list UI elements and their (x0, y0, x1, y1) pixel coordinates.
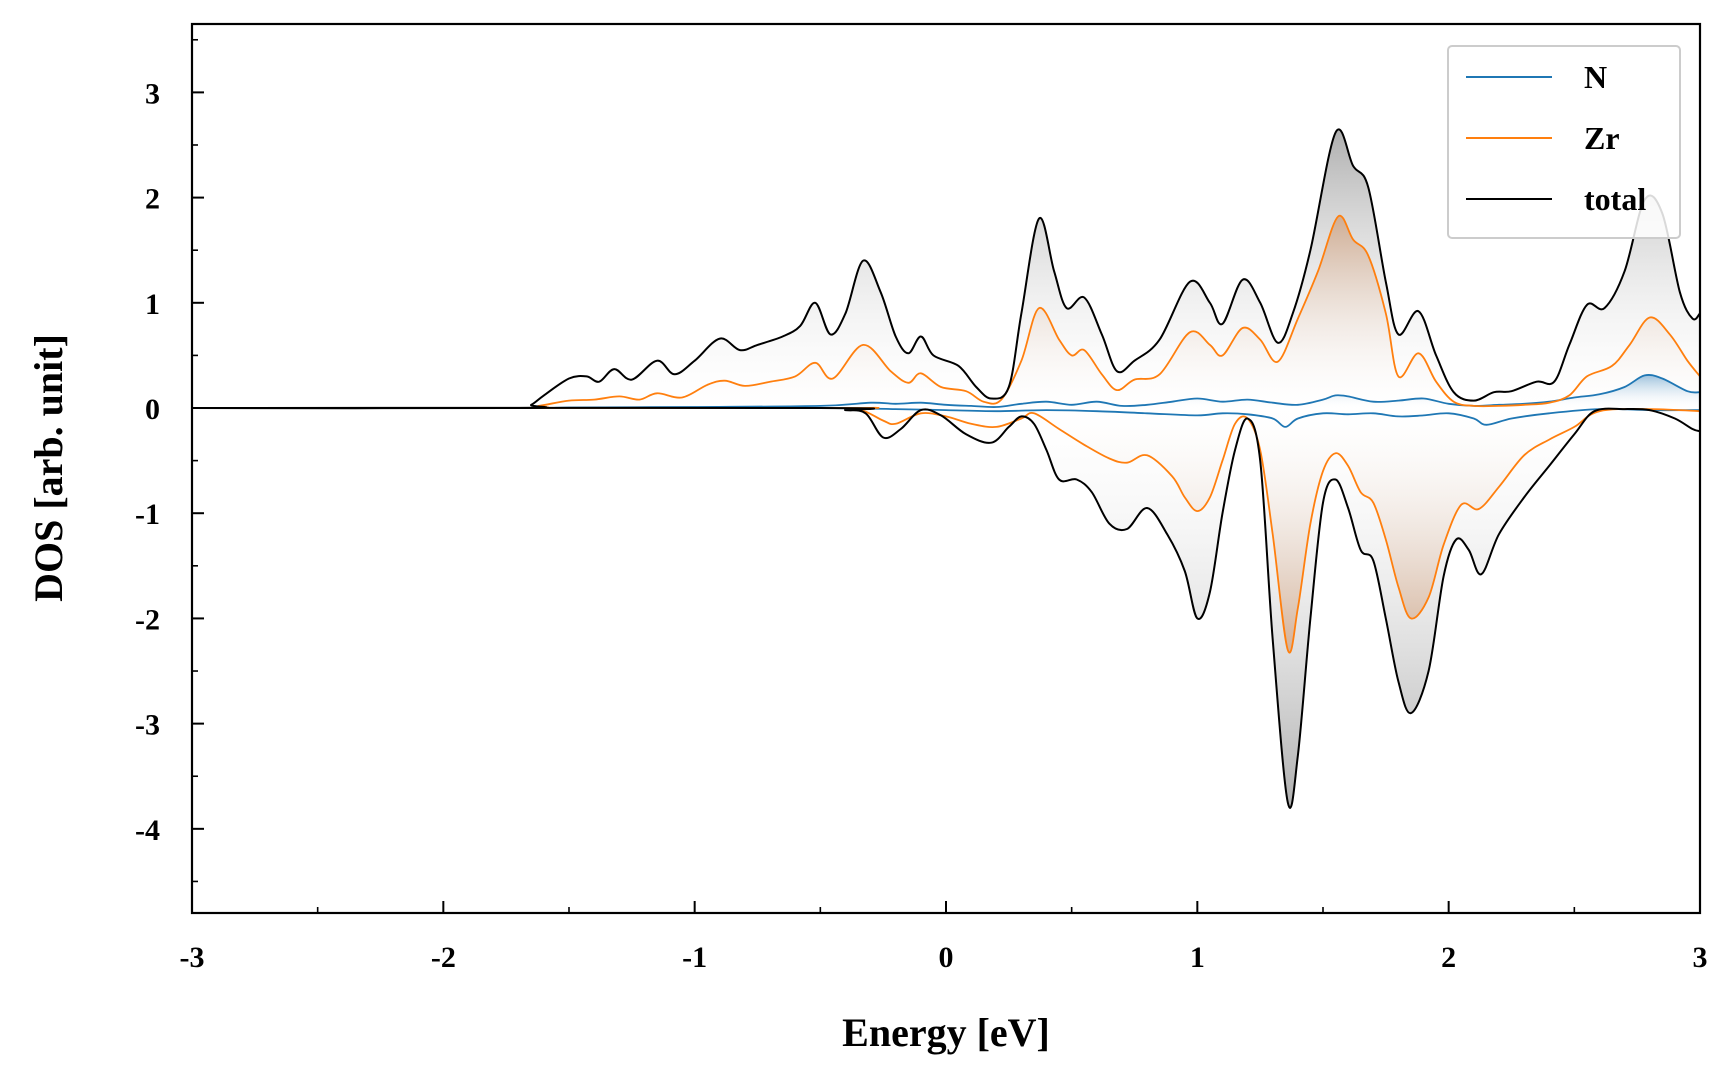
y-tick-label: -2 (135, 603, 160, 636)
y-tick-label: -3 (135, 709, 160, 742)
y-axis-title: DOS [arb. unit] (26, 334, 71, 602)
plot-frame (190, 22, 1702, 915)
x-tick-label: -3 (180, 941, 205, 974)
y-tick-label: 3 (145, 77, 160, 110)
x-tick-label: -2 (431, 941, 456, 974)
y-tick-label: 0 (145, 393, 160, 426)
y-tick-label: -1 (135, 498, 160, 531)
x-tick-label: -1 (682, 941, 707, 974)
x-tick-label: 3 (1693, 941, 1708, 974)
zr-up-fill (192, 215, 1700, 409)
y-tick-label: -4 (135, 814, 160, 847)
x-tick-label: 0 (939, 941, 954, 974)
x-tick-label: 1 (1190, 941, 1205, 974)
n-down-line (192, 407, 1700, 428)
x-axis-title: Energy [eV] (842, 1010, 1050, 1055)
legend: N Zr total (1447, 45, 1681, 239)
legend-box (1447, 45, 1681, 239)
axis-ticks: -3 -2 -1 0 1 2 3 -4 -3 -2 -1 0 1 2 3 (135, 38, 1708, 974)
zr-up-line (192, 214, 1700, 410)
y-tick-label: 2 (145, 183, 160, 216)
x-tick-label: 2 (1441, 941, 1456, 974)
legend-label-total: total (1584, 181, 1646, 217)
legend-label-zr: Zr (1584, 120, 1620, 156)
y-tick-label: 1 (145, 288, 160, 321)
n-up-line (192, 374, 1700, 409)
series-lines (192, 128, 1700, 809)
total-down-fill (192, 407, 1700, 808)
total-down-line (192, 406, 1700, 809)
legend-label-n: N (1584, 59, 1607, 95)
total-up-line (192, 128, 1700, 410)
